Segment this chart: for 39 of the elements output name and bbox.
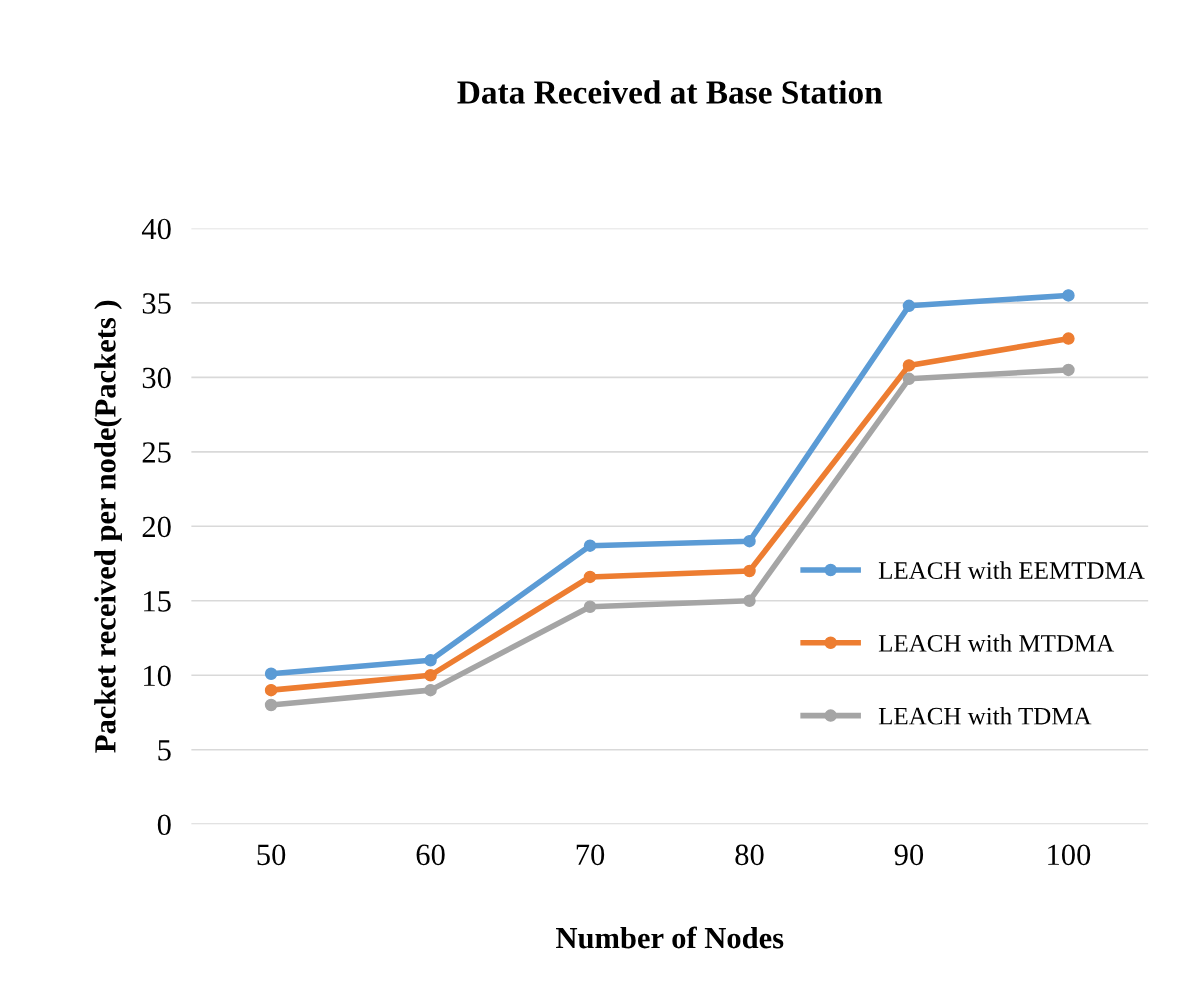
legend-label: LEACH with MTDMA	[878, 634, 1115, 652]
point	[902, 299, 916, 313]
legend-label: LEACH with TDMA	[878, 707, 1092, 725]
point	[424, 683, 437, 697]
y-tick-label: 40	[141, 218, 171, 240]
x-tick-label: 80	[735, 844, 764, 866]
x-tick-label: 50	[257, 844, 286, 866]
point	[743, 594, 756, 608]
legend-label: LEACH with EEMTDMA	[878, 561, 1145, 579]
point	[902, 359, 916, 372]
point	[583, 600, 597, 613]
point	[424, 654, 437, 667]
point	[1062, 289, 1075, 302]
x-tick-label: 100	[1048, 844, 1091, 866]
point	[264, 698, 278, 712]
point	[1062, 363, 1075, 377]
point	[902, 372, 916, 386]
chart-title: Data Received at Base Station	[457, 80, 883, 104]
point	[1062, 332, 1075, 345]
x-tick-label: 70	[576, 844, 605, 866]
x-tick-label: 60	[416, 844, 445, 866]
point	[583, 539, 597, 552]
y-tick-label: 30	[142, 367, 171, 389]
x-axis-title: Number of Nodes	[556, 926, 784, 949]
point	[743, 534, 756, 548]
point	[264, 683, 278, 697]
y-axis-title: Packet received per node(Packets )	[94, 300, 122, 753]
y-tick-label: 25	[142, 442, 171, 463]
y-tick-label: 0	[157, 814, 171, 836]
y-tick-label: 20	[142, 516, 171, 538]
y-tick-label: 35	[142, 293, 171, 314]
point	[743, 564, 756, 578]
point	[264, 667, 278, 681]
y-tick-label: 10	[144, 665, 171, 687]
y-tick-label: 15	[144, 591, 171, 612]
point	[583, 570, 597, 584]
y-tick-label: 5	[158, 740, 171, 761]
x-tick-label: 90	[894, 844, 924, 866]
point	[424, 668, 437, 682]
